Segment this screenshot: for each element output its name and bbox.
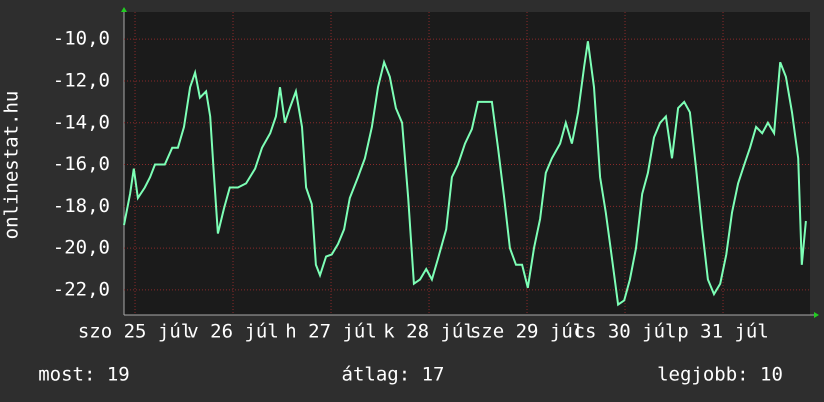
axis-arrow bbox=[814, 312, 819, 318]
x-tick-label: szo 25 júl bbox=[78, 321, 192, 343]
y-axis-label: onlinestat.hu bbox=[1, 91, 23, 240]
footer-stat: legjobb: 10 bbox=[657, 364, 783, 386]
x-tick-label: p 31 júl bbox=[677, 321, 769, 343]
y-tick-label: -16,0 bbox=[53, 153, 110, 175]
y-tick-label: -10,0 bbox=[53, 28, 110, 50]
footer-stat: most: 19 bbox=[38, 364, 130, 386]
y-tick-label: -20,0 bbox=[53, 237, 110, 259]
axis-arrow bbox=[121, 7, 127, 12]
x-tick-label: k 28 júl bbox=[383, 321, 475, 343]
data-line bbox=[123, 41, 807, 307]
x-tick-label: v 26 júl bbox=[187, 321, 279, 343]
x-tick-label: sze 29 júl bbox=[470, 321, 584, 343]
x-tick-label: cs 30 júl bbox=[574, 321, 677, 343]
footer-stat: átlag: 17 bbox=[342, 364, 445, 386]
y-tick-label: -12,0 bbox=[53, 69, 110, 91]
x-tick-label: h 27 júl bbox=[285, 321, 377, 343]
y-tick-label: -14,0 bbox=[53, 111, 110, 133]
y-tick-label: -18,0 bbox=[53, 195, 110, 217]
y-tick-label: -22,0 bbox=[53, 278, 110, 300]
